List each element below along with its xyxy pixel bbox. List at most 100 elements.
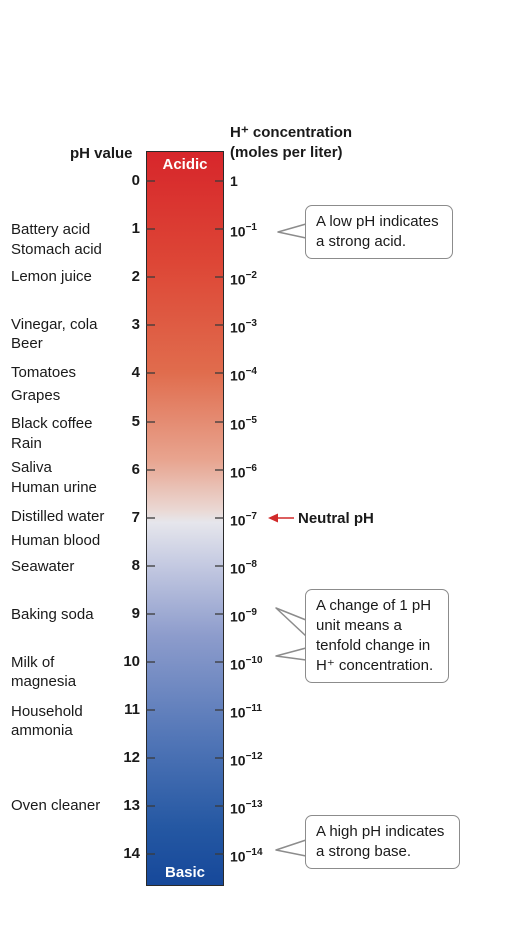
ph-number-14: 14	[123, 845, 140, 862]
ph-number-2: 2	[131, 268, 140, 285]
concentration-exponent: −14	[245, 847, 263, 858]
concentration-value-8: 10−8	[230, 557, 257, 578]
substance-baking-soda: Baking soda	[11, 606, 94, 623]
substance-tomatoes: Tomatoes	[11, 364, 77, 381]
basic-label: Basic	[164, 864, 206, 881]
concentration-exponent: −12	[245, 751, 263, 762]
callout-high-line1: A high pH indicates	[316, 823, 445, 840]
concentration-base: 10	[230, 704, 246, 721]
concentration-base: 10	[230, 271, 246, 288]
callout-change-line3: tenfold change in	[316, 637, 431, 654]
concentration-value-0: 1	[230, 172, 238, 190]
acidic-label: Acidic	[162, 156, 208, 173]
substance-beer: Beer	[11, 335, 43, 352]
substance-black-coffee: Black coffee	[11, 415, 93, 432]
ph-number-0: 0	[131, 172, 140, 189]
neutral-ph-label: Neutral pH	[298, 510, 374, 527]
concentration-base: 10	[230, 464, 246, 481]
concentration-value-14: 10−14	[230, 845, 263, 866]
concentration-value-13: 10−13	[230, 797, 263, 818]
concentration-base: 10	[230, 608, 246, 625]
ph-number-1: 1	[131, 220, 140, 237]
concentration-value-9: 10−9	[230, 605, 257, 626]
concentration-value-4: 10−4	[230, 364, 257, 385]
substance-distilled-water: Distilled water	[11, 508, 105, 525]
concentration-value-11: 10−11	[230, 701, 262, 722]
substance-magnesia: magnesia	[11, 673, 77, 690]
concentration-exponent: −2	[245, 270, 257, 281]
substance-human-urine: Human urine	[11, 479, 97, 496]
concentration-value-12: 10−12	[230, 749, 263, 770]
concentration-base: 10	[230, 656, 246, 673]
concentration-value-5: 10−5	[230, 413, 257, 434]
ph-number-4: 4	[131, 364, 140, 381]
concentration-base: 10	[230, 848, 246, 865]
substance-stomach-acid: Stomach acid	[11, 241, 102, 258]
concentration-base: 10	[230, 800, 246, 817]
concentration-exponent: −4	[245, 366, 257, 377]
substance-household: Household	[11, 703, 83, 720]
ph-value-header: pH value	[70, 145, 133, 162]
concentration-base: 10	[230, 560, 246, 577]
concentration-exponent: −7	[245, 511, 257, 522]
concentration-base: 10	[230, 223, 246, 240]
concentration-base: 10	[230, 319, 246, 336]
concentration-value-3: 10−3	[230, 316, 257, 337]
substance-seawater: Seawater	[11, 558, 75, 575]
ph-number-10: 10	[123, 653, 140, 670]
concentration-base: 10	[230, 752, 246, 769]
substance-saliva: Saliva	[11, 459, 52, 476]
callout-low-pointer	[277, 223, 307, 239]
concentration-exponent: −1	[245, 222, 257, 233]
callout-change-line1: A change of 1 pH	[316, 597, 432, 614]
substance-human-blood: Human blood	[11, 532, 101, 549]
callout-change-line2: unit means a	[316, 617, 402, 634]
concentration-value-1: 10−1	[230, 220, 257, 241]
substance-vinegar-cola: Vinegar, cola	[11, 316, 98, 333]
callout-low-ph: A low pH indicates a strong acid.	[305, 205, 453, 259]
concentration-exponent: −9	[245, 607, 257, 618]
concentration-base: 10	[230, 512, 246, 529]
ph-number-9: 9	[131, 605, 140, 622]
concentration-value-7: 10−7	[230, 509, 257, 530]
ph-number-11: 11	[124, 701, 140, 718]
concentration-exponent: −10	[245, 655, 263, 666]
callout-change-line4: H⁺ concentration.	[316, 657, 434, 674]
neutral-arrow-icon	[268, 513, 294, 523]
substance-lemon-juice: Lemon juice	[11, 268, 92, 285]
concentration-header-line1: H⁺ concentration	[230, 124, 353, 141]
ph-number-12: 12	[123, 749, 140, 766]
callout-high-ph: A high pH indicates a strong base.	[305, 815, 460, 869]
substance-battery-acid: Battery acid	[11, 221, 91, 238]
substance-grapes: Grapes	[11, 387, 61, 404]
tick-marks	[146, 180, 224, 855]
substance-oven-cleaner: Oven cleaner	[11, 797, 101, 814]
callout-high-pointer	[275, 839, 307, 857]
concentration-exponent: −8	[245, 559, 257, 570]
ph-number-13: 13	[123, 797, 140, 814]
concentration-base: 10	[230, 416, 246, 433]
callout-ph-change: A change of 1 pH unit means a tenfold ch…	[305, 589, 449, 683]
substance-rain: Rain	[11, 435, 42, 452]
concentration-value-10: 10−10	[230, 653, 263, 674]
substance-milk-of: Milk of	[11, 654, 55, 671]
callout-high-line2: a strong base.	[316, 843, 412, 860]
concentration-exponent: −11	[245, 703, 262, 714]
concentration-header-line2: (moles per liter)	[230, 144, 343, 161]
callout-change-pointer-1	[275, 607, 307, 637]
ph-number-6: 6	[131, 461, 140, 478]
concentration-value-6: 10−6	[230, 461, 257, 482]
concentration-exponent: −6	[245, 463, 257, 474]
ph-number-7: 7	[131, 509, 140, 526]
substance-ammonia: ammonia	[11, 722, 73, 739]
concentration-base: 1	[230, 173, 238, 189]
ph-number-8: 8	[131, 557, 140, 574]
callout-change-pointer-2	[275, 647, 307, 661]
ph-number-5: 5	[131, 413, 140, 430]
concentration-exponent: −5	[245, 415, 257, 426]
callout-low-line1: A low pH indicates	[316, 213, 439, 230]
callout-low-line2: a strong acid.	[316, 233, 407, 250]
ph-gradient-bar: Acidic Basic	[146, 151, 224, 886]
concentration-exponent: −3	[245, 318, 257, 329]
